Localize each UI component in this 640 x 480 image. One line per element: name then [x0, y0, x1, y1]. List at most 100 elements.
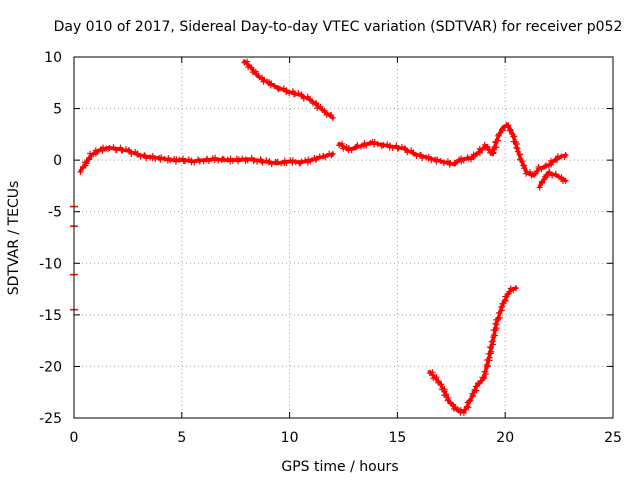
data-point	[314, 105, 321, 112]
data-point	[430, 375, 437, 382]
data-point	[404, 149, 411, 156]
y-tick-label: -5	[48, 205, 62, 221]
data-point	[499, 125, 506, 132]
plot-frame	[73, 56, 614, 419]
data-point	[348, 147, 355, 154]
data-point	[496, 314, 503, 321]
tick-layer: 0 5 10 15 20 25 -25 -20 -15 -10 -5 0 5 10	[39, 50, 622, 446]
data-point	[451, 160, 458, 167]
data-point	[562, 151, 569, 158]
data-point	[539, 178, 546, 185]
data-point	[295, 90, 302, 97]
series-upper-arc	[241, 58, 336, 121]
data-point	[374, 141, 381, 148]
data-point	[471, 152, 478, 159]
data-point	[317, 103, 324, 110]
data-point	[100, 144, 107, 151]
y-tick-label: -20	[39, 359, 62, 375]
data-point	[268, 80, 275, 87]
data-point	[460, 157, 467, 164]
data-point	[229, 157, 236, 164]
x-axis-label: GPS time / hours	[281, 459, 398, 475]
data-point	[137, 153, 144, 160]
data-point	[185, 156, 192, 163]
data-point	[212, 154, 219, 161]
data-point	[141, 152, 148, 159]
data-point	[461, 406, 468, 413]
data-point	[521, 165, 528, 172]
data-point	[289, 88, 296, 95]
data-point	[506, 288, 513, 295]
data-point	[158, 154, 165, 161]
y-tick-label: 5	[53, 102, 62, 118]
x-tick-label: 15	[388, 430, 406, 446]
data-point	[498, 304, 505, 311]
data-point	[444, 396, 451, 403]
chart-title: Day 010 of 2017, Sidereal Day-to-day VTE…	[54, 19, 623, 35]
data-point	[244, 61, 251, 68]
data-point	[119, 147, 126, 154]
data-point	[413, 153, 420, 160]
data-point	[479, 146, 486, 153]
y-tick-label: -15	[39, 308, 62, 324]
data-point	[502, 297, 509, 304]
x-tick-label: 5	[177, 430, 186, 446]
data-point	[502, 293, 509, 300]
data-point	[239, 155, 246, 162]
data-point	[491, 332, 498, 339]
data-point	[558, 174, 565, 181]
data-point	[254, 158, 261, 165]
data-point	[87, 150, 94, 157]
series-late-tail	[536, 168, 569, 191]
data-point	[244, 157, 251, 164]
data-point	[538, 166, 545, 173]
data-point	[307, 158, 314, 165]
data-point	[481, 368, 488, 375]
data-point	[300, 95, 307, 102]
data-point	[241, 59, 248, 66]
data-point	[486, 354, 493, 361]
data-point	[536, 184, 543, 191]
data-point	[259, 159, 266, 166]
data-point	[313, 155, 320, 162]
data-point	[452, 159, 459, 166]
data-point	[410, 149, 417, 156]
data-point	[181, 158, 188, 165]
data-point	[495, 131, 502, 138]
data-point	[219, 155, 226, 162]
data-point	[484, 362, 491, 369]
data-point	[248, 64, 255, 71]
data-point	[363, 142, 370, 149]
data-point	[419, 155, 426, 162]
series-trace	[337, 123, 568, 178]
data-point	[322, 154, 329, 161]
data-point	[251, 156, 258, 163]
data-point	[488, 338, 495, 345]
data-point	[554, 156, 561, 163]
data-point	[286, 90, 293, 97]
data-point	[467, 397, 474, 404]
data-point	[437, 381, 444, 388]
series-lower-arc	[426, 285, 519, 417]
data-point	[507, 126, 514, 133]
data-point	[549, 172, 556, 179]
data-point	[200, 158, 207, 165]
data-point	[417, 151, 424, 158]
data-point	[266, 158, 273, 165]
data-point	[384, 141, 391, 148]
data-point	[433, 374, 440, 381]
data-point	[443, 391, 450, 398]
data-point	[519, 158, 526, 165]
data-point	[283, 160, 290, 167]
data-point	[504, 122, 511, 129]
data-point	[499, 300, 506, 307]
x-tick-label: 20	[496, 430, 514, 446]
y-tick-label: -25	[39, 411, 62, 427]
data-point	[493, 144, 500, 151]
grid-layer	[74, 57, 613, 418]
data-point	[512, 285, 519, 292]
data-point	[328, 152, 335, 159]
data-point	[77, 169, 84, 176]
data-point	[481, 375, 488, 382]
data-point	[516, 151, 523, 158]
